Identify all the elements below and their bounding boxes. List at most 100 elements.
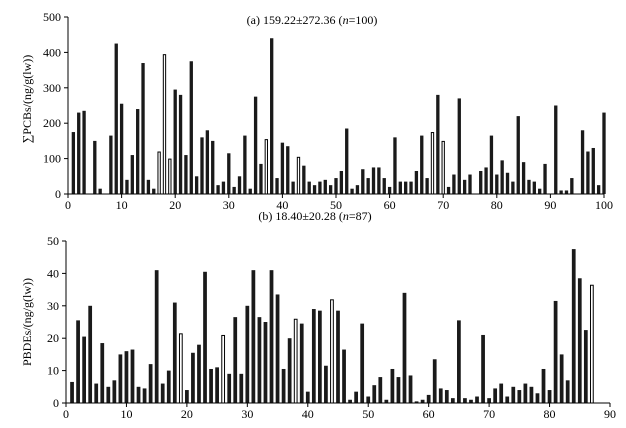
bar: [355, 185, 360, 194]
panel-b-axes: [65, 241, 610, 404]
bar: [559, 190, 563, 194]
bar: [146, 179, 151, 194]
x-tick-label: 60: [423, 407, 435, 421]
bar: [382, 178, 386, 194]
x-tick-label: 20: [181, 407, 193, 421]
bar: [275, 178, 279, 194]
bar: [469, 399, 473, 403]
bar: [354, 391, 359, 403]
bar: [318, 181, 322, 194]
bar: [571, 249, 576, 403]
y-tick-label: 40: [47, 266, 59, 280]
bar: [446, 186, 451, 194]
bar-hollow: [162, 54, 167, 195]
bar: [342, 349, 346, 403]
bar: [173, 89, 177, 194]
bar: [263, 322, 268, 403]
bar: [479, 170, 483, 194]
bar: [543, 163, 547, 194]
bar: [516, 116, 520, 194]
bar: [70, 381, 74, 403]
bar: [523, 383, 528, 403]
bar: [178, 94, 183, 194]
bar: [345, 128, 349, 194]
bar: [160, 383, 165, 403]
bar: [305, 391, 310, 403]
bar: [444, 390, 449, 403]
bar: [215, 367, 219, 403]
x-tick-label: 100: [595, 198, 613, 212]
panel-a-x-ticks: 0 10 20 30 40 50 60 70 80 90 100: [65, 194, 613, 212]
bar: [124, 351, 129, 403]
bar: [253, 96, 258, 194]
x-tick-label: 50: [362, 407, 374, 421]
bar-hollow: [157, 151, 161, 195]
bar: [527, 179, 531, 194]
bar: [286, 146, 290, 194]
panel-a-title: (a) 159.22±272.36 (n=100): [247, 13, 378, 27]
x-tick-label: 70: [483, 407, 495, 421]
bar: [350, 188, 354, 194]
bar: [577, 278, 582, 403]
bar: [77, 112, 81, 194]
bar: [452, 174, 456, 194]
bar: [281, 368, 286, 403]
bar: [457, 320, 461, 403]
bar: [233, 317, 238, 403]
bar: [387, 186, 392, 194]
y-tick-label: 20: [47, 331, 59, 345]
y-tick-label: 30: [47, 299, 59, 313]
bar: [583, 330, 588, 403]
bar: [209, 368, 213, 403]
x-tick-label: 80: [491, 198, 503, 212]
bar: [291, 181, 295, 194]
bar: [409, 181, 413, 194]
bar-hollow: [168, 158, 172, 195]
bar: [93, 140, 97, 194]
bar: [323, 179, 327, 194]
panel-b-title: (b) 18.40±20.28 (n=87): [258, 209, 371, 223]
bar: [197, 344, 201, 403]
bar: [185, 390, 189, 403]
bar: [535, 393, 540, 403]
bar: [269, 270, 274, 403]
bar: [487, 398, 491, 403]
bar: [248, 188, 252, 194]
x-tick-label: 40: [276, 198, 288, 212]
bar: [532, 181, 536, 194]
bar-hollow: [589, 284, 594, 404]
bar: [371, 167, 376, 194]
bar: [299, 323, 304, 403]
bar: [499, 383, 504, 403]
panel-a-pcbs: (a) 159.22±272.36 (n=100) ∑PCBs/(ng/g(lw…: [20, 10, 613, 212]
bar: [148, 364, 153, 403]
bar: [152, 188, 156, 194]
bar: [462, 179, 467, 194]
bar: [586, 151, 590, 194]
bar: [237, 176, 242, 194]
bar: [205, 130, 210, 194]
bar: [398, 181, 402, 194]
bar: [366, 396, 371, 403]
x-tick-label: 90: [604, 407, 616, 421]
bar: [493, 388, 498, 403]
y-tick-label: 200: [43, 116, 61, 130]
bar: [216, 185, 220, 194]
bar: [334, 178, 338, 194]
bar: [200, 137, 204, 194]
bar: [317, 310, 322, 403]
bar: [390, 368, 395, 403]
bar: [596, 185, 601, 194]
bar: [114, 43, 118, 194]
bar: [414, 170, 419, 194]
bar: [98, 188, 102, 194]
bar: [529, 386, 534, 403]
bar: [166, 370, 171, 403]
bar: [372, 385, 377, 403]
x-tick-label: 10: [120, 407, 132, 421]
x-tick-label: 70: [437, 198, 449, 212]
bar: [420, 135, 424, 194]
bar: [76, 320, 80, 403]
bar: [106, 386, 111, 403]
bar-hollow: [441, 140, 445, 195]
